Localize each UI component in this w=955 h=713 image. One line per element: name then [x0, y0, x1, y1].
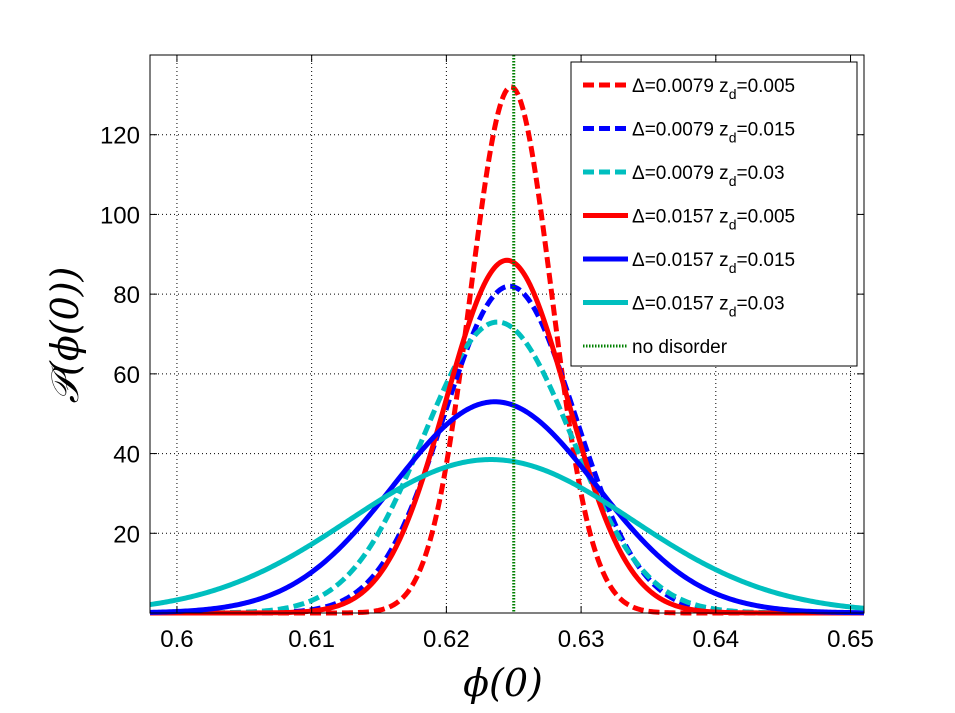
legend-label-4: Δ=0.0157 zd=0.005: [632, 207, 795, 233]
legend-label-subscript: d: [729, 130, 737, 146]
legend-label-5: Δ=0.0157 zd=0.015: [632, 250, 795, 276]
y-tick-label: 20: [113, 521, 140, 548]
legend-label-subscript: d: [729, 260, 737, 276]
legend-label-1: Δ=0.0079 zd=0.005: [632, 76, 795, 102]
y-tick-label: 40: [113, 442, 140, 469]
legend-label-7: no disorder: [632, 337, 728, 358]
legend-label-main: Δ=0.0079 z: [632, 76, 729, 97]
legend-label-subscript: d: [729, 86, 737, 102]
x-tick-label: 0.64: [692, 626, 739, 653]
legend-label-value: =0.03: [736, 163, 784, 184]
legend-label-main: Δ=0.0157 z: [632, 207, 729, 228]
x-tick-label: 0.61: [288, 626, 335, 653]
legend-label-value: =0.005: [736, 207, 795, 228]
legend-label-main: Δ=0.0079 z: [632, 163, 729, 184]
legend-label-main: no disorder: [632, 337, 728, 358]
x-tick-label: 0.62: [423, 626, 470, 653]
y-tick-label: 60: [113, 362, 140, 389]
x-tick-label: 0.6: [160, 626, 193, 653]
legend-label-value: =0.015: [736, 120, 795, 141]
plot-frame: [149, 54, 865, 614]
legend-label-value: =0.015: [736, 250, 795, 271]
legend-label-main: Δ=0.0157 z: [632, 294, 729, 315]
y-tick-label: 100: [100, 202, 140, 229]
series-line-6: [149, 457, 865, 611]
legend-label-3: Δ=0.0079 zd=0.03: [632, 163, 785, 189]
y-tick-label: 80: [113, 282, 140, 309]
legend-label-main: Δ=0.0079 z: [632, 120, 729, 141]
legend-label-subscript: d: [729, 173, 737, 189]
legend-label-subscript: d: [729, 217, 737, 233]
ticks: 0.6 0.61 0.62 0.63 0.64 0.65 20 40 60 80 100 120: [100, 55, 874, 653]
y-axis-label: 𝒫(ϕ(0)): [43, 267, 87, 404]
series-line-5: [149, 399, 865, 616]
legend-label-2: Δ=0.0079 zd=0.015: [632, 120, 795, 146]
x-tick-label: 0.63: [558, 626, 605, 653]
x-axis-label: ϕ(0): [463, 661, 543, 705]
x-tick-label: 0.65: [827, 626, 874, 653]
y-tick-label: 120: [100, 123, 140, 150]
legend-label-value: =0.005: [736, 76, 795, 97]
legend-label-value: =0.03: [736, 294, 784, 315]
legend-label-main: Δ=0.0157 z: [632, 250, 729, 271]
legend-label-subscript: d: [729, 304, 737, 320]
legend-label-6: Δ=0.0157 zd=0.03: [632, 294, 785, 320]
